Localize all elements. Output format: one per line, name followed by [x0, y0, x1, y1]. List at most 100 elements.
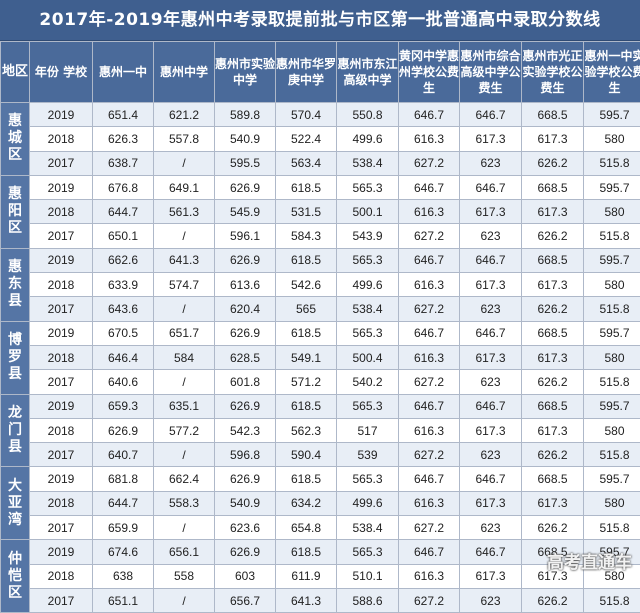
score-cell: 611.9 — [276, 564, 337, 588]
year-cell: 2017 — [30, 151, 93, 175]
score-cell: 650.1 — [93, 224, 154, 248]
score-cell: 538.4 — [337, 516, 399, 540]
score-cell: / — [154, 588, 215, 612]
score-cell: 596.1 — [215, 224, 276, 248]
score-cell: 617.3 — [460, 273, 522, 297]
score-cell: 540.9 — [215, 491, 276, 515]
region-cell: 惠阳区 — [1, 175, 30, 248]
score-cell: 623 — [460, 370, 522, 394]
score-cell: 616.3 — [399, 491, 460, 515]
score-cell: 674.6 — [93, 540, 154, 564]
score-cell: 644.7 — [93, 200, 154, 224]
score-cell: 588.6 — [337, 588, 399, 612]
score-cell: / — [154, 224, 215, 248]
year-cell: 2017 — [30, 588, 93, 612]
score-cell: 659.9 — [93, 516, 154, 540]
score-cell: 626.2 — [522, 224, 584, 248]
score-cell: 603 — [215, 564, 276, 588]
score-cell: 662.4 — [154, 467, 215, 491]
score-cell: 634.2 — [276, 491, 337, 515]
score-cell: / — [154, 443, 215, 467]
score-cell: 621.2 — [154, 103, 215, 127]
score-cell: 626.2 — [522, 370, 584, 394]
score-cell: 580 — [584, 273, 640, 297]
score-cell: 617.3 — [460, 200, 522, 224]
score-cell: 623 — [460, 151, 522, 175]
header-year-school-label: 年份 学校 — [35, 65, 87, 79]
score-cell: 646.7 — [399, 394, 460, 418]
score-cell: 565.3 — [337, 175, 399, 199]
score-cell: 627.2 — [399, 224, 460, 248]
region-cell: 仲恺区 — [1, 540, 30, 613]
year-cell: 2017 — [30, 443, 93, 467]
score-cell: 656.1 — [154, 540, 215, 564]
header-region: 地区 — [1, 42, 30, 103]
score-cell: 562.3 — [276, 418, 337, 442]
score-cell: 668.5 — [522, 175, 584, 199]
score-cell: 542.3 — [215, 418, 276, 442]
score-cell: 616.3 — [399, 345, 460, 369]
score-cell: 623 — [460, 297, 522, 321]
score-cell: 651.1 — [93, 588, 154, 612]
header-school: 惠州市光正实验学校公费生 — [522, 42, 584, 103]
score-cell: 613.6 — [215, 273, 276, 297]
score-cell: 595.5 — [215, 151, 276, 175]
score-cell: 499.6 — [337, 127, 399, 151]
header-school: 惠州一中实验学校公费生 — [584, 42, 640, 103]
score-cell: 601.8 — [215, 370, 276, 394]
score-cell: 515.8 — [584, 516, 640, 540]
score-cell: / — [154, 151, 215, 175]
header-school: 惠州市综合高级中学公费生 — [460, 42, 522, 103]
score-cell: 565 — [276, 297, 337, 321]
year-cell: 2018 — [30, 273, 93, 297]
score-cell: 549.1 — [276, 345, 337, 369]
page-title: 2017年-2019年惠州中考录取提前批与市区第一批普通高中录取分数线 — [0, 0, 640, 41]
year-cell: 2017 — [30, 297, 93, 321]
score-cell: 626.2 — [522, 151, 584, 175]
score-cell: 623 — [460, 516, 522, 540]
score-cell: 616.3 — [399, 418, 460, 442]
score-cell: 515.8 — [584, 151, 640, 175]
score-cell: 626.2 — [522, 297, 584, 321]
score-cell: 565.3 — [337, 321, 399, 345]
score-cell: 626.2 — [522, 588, 584, 612]
year-cell: 2017 — [30, 224, 93, 248]
score-cell: 565.3 — [337, 394, 399, 418]
score-cell: 668.5 — [522, 394, 584, 418]
score-cell: 640.6 — [93, 370, 154, 394]
score-cell: 561.3 — [154, 200, 215, 224]
header-school: 惠州市华罗庚中学 — [276, 42, 337, 103]
score-cell: 617.3 — [460, 127, 522, 151]
score-cell: 515.8 — [584, 224, 640, 248]
score-cell: 616.3 — [399, 200, 460, 224]
score-cell: 646.7 — [399, 321, 460, 345]
score-cell: 618.5 — [276, 321, 337, 345]
year-cell: 2018 — [30, 200, 93, 224]
year-cell: 2019 — [30, 175, 93, 199]
score-cell: 577.2 — [154, 418, 215, 442]
year-cell: 2018 — [30, 564, 93, 588]
score-cell: 617.3 — [460, 418, 522, 442]
score-cell: 626.3 — [93, 127, 154, 151]
score-cell: 646.7 — [460, 321, 522, 345]
score-cell: 590.4 — [276, 443, 337, 467]
score-cell: 646.4 — [93, 345, 154, 369]
header-school: 惠州市东江高级中学 — [337, 42, 399, 103]
score-cell: 620.4 — [215, 297, 276, 321]
score-cell: 627.2 — [399, 370, 460, 394]
score-cell: 540.9 — [215, 127, 276, 151]
year-cell: 2019 — [30, 394, 93, 418]
score-cell: 617.3 — [522, 491, 584, 515]
score-cell: 565.3 — [337, 540, 399, 564]
score-cell: 595.7 — [584, 248, 640, 272]
score-cell: 670.5 — [93, 321, 154, 345]
score-cell: 656.7 — [215, 588, 276, 612]
